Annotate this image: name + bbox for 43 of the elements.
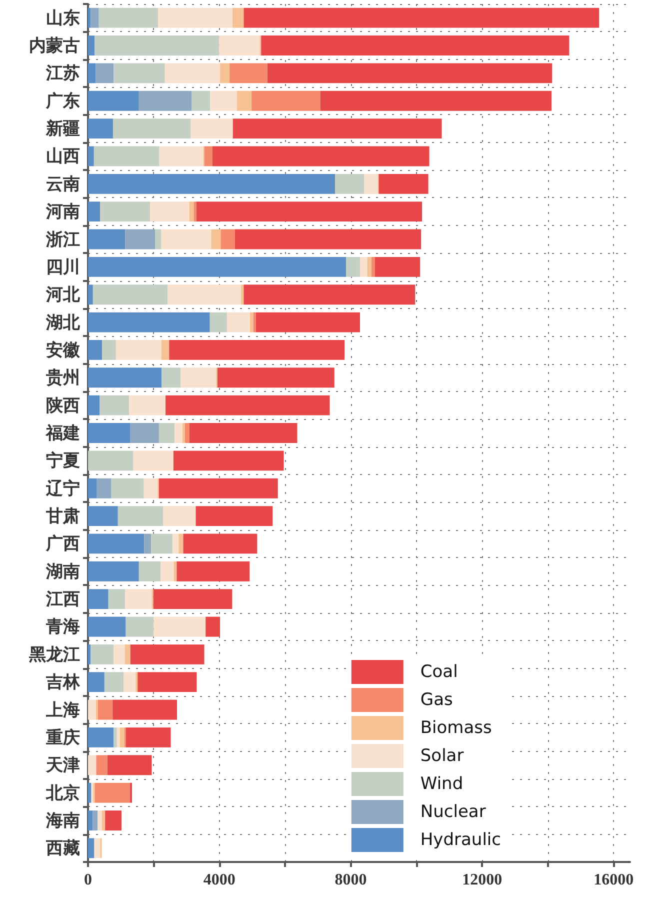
x-tick-label: 4000 — [203, 872, 236, 888]
legend-label: Coal — [420, 662, 458, 682]
y-tick-label: 黑龙江 — [28, 644, 80, 664]
y-tick-label: 湖南 — [45, 562, 80, 581]
y-tick-label: 西藏 — [45, 838, 80, 858]
y-tick-label: 青海 — [45, 617, 80, 636]
x-tick-label: 16000 — [594, 872, 634, 888]
y-tick-label: 山西 — [46, 146, 80, 166]
y-tick-label: 江西 — [45, 590, 80, 609]
legend-label: Solar — [420, 746, 464, 766]
y-tick-label: 贵州 — [45, 368, 80, 388]
x-tick-label: 8000 — [334, 872, 367, 888]
legend-label: Hydraulic — [420, 830, 501, 850]
y-tick-label: 安徽 — [46, 340, 81, 360]
y-tick-label: 甘肃 — [45, 506, 80, 526]
y-tick-label: 辽宁 — [45, 478, 80, 498]
y-tick-label: 浙江 — [45, 230, 80, 249]
y-tick-label: 河南 — [45, 202, 80, 222]
x-tick-label: 0 — [84, 872, 92, 888]
legend-label: Wind — [420, 774, 464, 794]
y-tick-label: 湖北 — [45, 312, 81, 332]
y-tick-label: 上海 — [45, 700, 80, 720]
y-tick-label: 吉林 — [45, 672, 81, 692]
y-tick-label: 宁夏 — [46, 451, 80, 470]
y-tick-label: 广东 — [45, 91, 80, 110]
y-tick-label: 海南 — [45, 810, 80, 830]
y-tick-label: 云南 — [46, 174, 80, 194]
y-tick-label: 四川 — [46, 257, 80, 276]
y-tick-label: 内蒙古 — [29, 36, 80, 56]
y-tick-label: 福建 — [45, 424, 80, 442]
y-tick-label: 北京 — [45, 783, 80, 802]
y-tick-label: 山东 — [46, 8, 80, 28]
legend-label: Gas — [420, 690, 453, 710]
y-tick-label: 天津 — [45, 756, 80, 775]
legend-label: Nuclear — [420, 802, 486, 822]
y-tick-label: 江苏 — [45, 64, 80, 83]
legend-label: Biomass — [420, 718, 492, 738]
y-tick-label: 新疆 — [45, 119, 80, 138]
y-tick-label: 陕西 — [46, 396, 80, 415]
y-tick-label: 河北 — [45, 285, 81, 304]
y-tick-label: 重庆 — [45, 728, 80, 747]
x-tick-label: 12000 — [462, 872, 502, 888]
y-tick-label: 广西 — [45, 534, 80, 554]
